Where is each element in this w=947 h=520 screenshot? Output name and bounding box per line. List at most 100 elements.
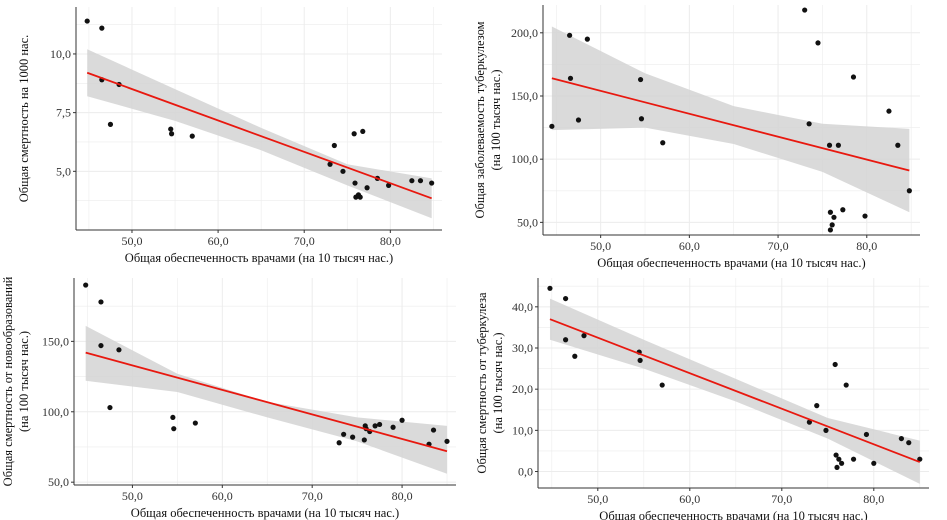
data-point bbox=[372, 423, 378, 429]
data-point bbox=[444, 438, 450, 444]
data-point bbox=[581, 333, 587, 339]
data-point bbox=[886, 108, 892, 114]
data-point bbox=[547, 285, 553, 291]
data-point bbox=[567, 32, 573, 38]
data-point bbox=[107, 404, 113, 411]
data-point bbox=[360, 128, 366, 135]
data-point bbox=[364, 185, 370, 191]
confidence-band bbox=[85, 325, 448, 474]
y-tick-label: 30,0 bbox=[512, 341, 533, 355]
chart-panel-overall-mortality: 50,0 60,0 70,0 80,0 5,0 7,5 10,0 Общая обеспече… bbox=[0, 0, 474, 270]
data-point bbox=[352, 180, 358, 186]
data-point bbox=[331, 142, 337, 149]
data-point bbox=[417, 178, 424, 184]
data-point bbox=[660, 140, 666, 146]
chart-svg: 50,0 60,0 70,0 80,0 50,0 100,0 150,0 Общая обес… bbox=[1, 276, 456, 520]
data-point bbox=[377, 421, 383, 428]
data-point bbox=[850, 74, 857, 80]
data-point bbox=[863, 431, 870, 438]
data-point bbox=[802, 7, 808, 13]
x-tick-label: 70,0 bbox=[771, 492, 792, 506]
data-point bbox=[171, 426, 177, 432]
data-point bbox=[572, 353, 578, 359]
data-point bbox=[170, 414, 176, 421]
data-point bbox=[98, 299, 104, 305]
data-point bbox=[168, 131, 175, 137]
y-axis-title: (на 100 тысяч нас.) bbox=[489, 69, 503, 170]
data-point bbox=[116, 347, 122, 353]
chart-svg: 50,0 60,0 70,0 80,0 50,0 100,0 150,0 200,0 Общая… bbox=[474, 5, 920, 270]
y-axis-title: (на 100 тысяч нас.) bbox=[17, 331, 31, 432]
x-tick-label: 70,0 bbox=[294, 234, 315, 248]
data-point bbox=[637, 76, 644, 83]
y-axis-title: Общая смертность на 1000 нас. bbox=[17, 35, 31, 202]
chart-svg: 50,0 60,0 70,0 80,0 0,0 10,0 20,0 30,0 40,0 Общая… bbox=[475, 278, 929, 520]
data-point bbox=[917, 456, 923, 462]
data-point bbox=[430, 427, 437, 433]
chart-panel-tuberculosis-incidence: 50,0 60,0 70,0 80,0 50,0 100,0 150,0 200,0 Общая… bbox=[474, 0, 947, 270]
y-tick-label: 10,0 bbox=[512, 423, 533, 437]
data-point bbox=[833, 452, 839, 458]
y-tick-label: 50,0 bbox=[517, 215, 538, 229]
data-point bbox=[575, 117, 582, 123]
data-point bbox=[429, 180, 435, 186]
x-tick-label: 60,0 bbox=[679, 239, 700, 253]
x-tick-label: 60,0 bbox=[208, 234, 229, 248]
data-point bbox=[563, 337, 569, 343]
y-tick-label: 150,0 bbox=[511, 89, 538, 103]
data-point bbox=[351, 131, 357, 137]
x-tick-label: 50,0 bbox=[590, 239, 611, 253]
chart-panel-tuberculosis-mortality: 50,0 60,0 70,0 80,0 0,0 10,0 20,0 30,0 40,0 Общая… bbox=[474, 270, 947, 520]
data-point bbox=[850, 456, 857, 462]
y-axis-title: Общая смертность от туберкулеза bbox=[475, 292, 489, 474]
data-point bbox=[843, 382, 849, 388]
data-point bbox=[584, 36, 590, 42]
data-point bbox=[84, 18, 90, 24]
data-point bbox=[906, 440, 912, 446]
y-tick-label: 10,0 bbox=[50, 47, 71, 61]
data-point bbox=[638, 116, 645, 122]
data-point bbox=[898, 435, 904, 442]
data-point bbox=[831, 214, 837, 220]
data-point bbox=[192, 420, 198, 426]
data-point bbox=[361, 437, 367, 443]
data-point bbox=[83, 282, 89, 288]
data-point bbox=[806, 121, 812, 127]
x-axis-title: Общая обеспеченность врачами (на 10 тыся… bbox=[125, 251, 393, 265]
data-point bbox=[826, 142, 833, 148]
data-point bbox=[871, 460, 877, 466]
x-tick-label: 50,0 bbox=[122, 489, 143, 503]
data-point bbox=[862, 213, 868, 219]
y-tick-label: 0,0 bbox=[518, 465, 533, 479]
regression-line bbox=[86, 71, 432, 200]
data-point bbox=[327, 161, 333, 167]
data-point bbox=[340, 168, 346, 174]
data-point bbox=[832, 361, 838, 368]
data-point bbox=[895, 142, 901, 148]
data-point bbox=[350, 434, 356, 440]
data-point bbox=[390, 424, 396, 430]
x-tick-label: 70,0 bbox=[768, 239, 789, 253]
chart-svg: 50,0 60,0 70,0 80,0 5,0 7,5 10,0 Общая обеспече… bbox=[17, 7, 442, 265]
data-point bbox=[99, 25, 105, 31]
data-point bbox=[409, 178, 415, 184]
y-tick-label: 200,0 bbox=[511, 26, 538, 40]
y-tick-label: 50,0 bbox=[48, 475, 69, 489]
data-point bbox=[98, 342, 104, 349]
x-tick-label: 70,0 bbox=[302, 489, 323, 503]
data-point bbox=[839, 460, 845, 466]
data-point bbox=[840, 207, 846, 213]
y-tick-label: 20,0 bbox=[512, 382, 533, 396]
data-point bbox=[906, 188, 912, 194]
data-point bbox=[836, 456, 842, 462]
data-point bbox=[189, 133, 195, 139]
y-tick-label: 150,0 bbox=[42, 334, 69, 348]
x-tick-label: 80,0 bbox=[863, 492, 884, 506]
data-point bbox=[549, 123, 555, 129]
y-axis-title: (на 100 тысяч нас.) bbox=[491, 332, 505, 433]
y-tick-label: 40,0 bbox=[512, 300, 533, 314]
chart-panel-neoplasm-mortality: 50,0 60,0 70,0 80,0 50,0 100,0 150,0 Общая обес… bbox=[0, 270, 474, 520]
x-axis-title: Общая обеспеченность врачами (на 10 тыся… bbox=[131, 506, 399, 520]
data-point bbox=[829, 222, 835, 228]
data-point bbox=[567, 75, 574, 81]
